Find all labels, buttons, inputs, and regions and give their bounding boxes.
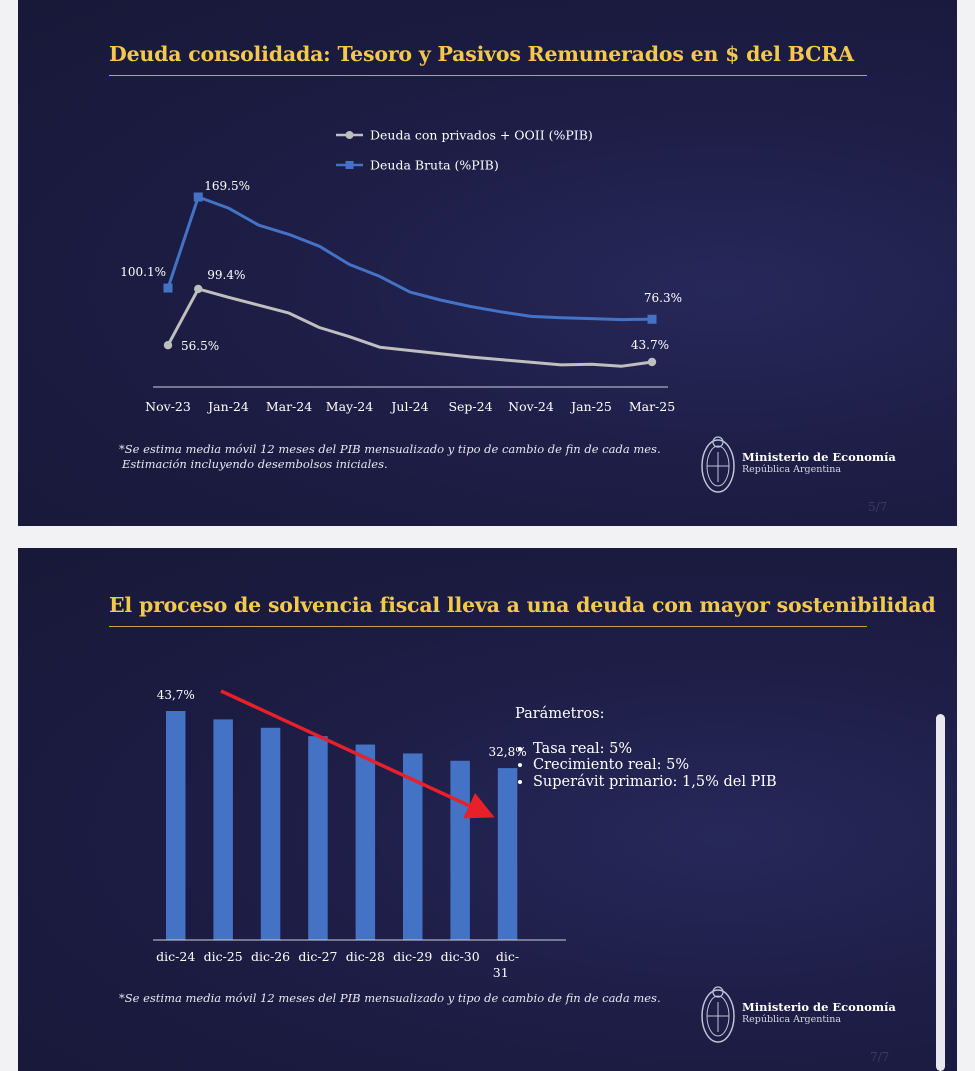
- x-tick-label: Sep-24: [448, 399, 492, 414]
- slide2-title-underline: [109, 626, 867, 627]
- data-point: [193, 192, 203, 202]
- legend-marker: [345, 161, 354, 169]
- argentina-seal-icon: [701, 436, 735, 493]
- x-tick-label: dic-25: [204, 949, 243, 964]
- slide1-footnote-2: Estimación incluyendo desembolsos inicia…: [122, 457, 388, 471]
- data-label: 56.5%: [181, 339, 219, 353]
- line-chart: Deuda con privados + OOII (%PIB) Deuda Br…: [120, 128, 682, 415]
- slide-fiscal-solvency: El proceso de solvencia fiscal lleva a u…: [18, 548, 957, 1071]
- bar: [355, 744, 376, 940]
- slide2-title: El proceso de solvencia fiscal lleva a u…: [109, 593, 936, 617]
- series-line: [166, 195, 653, 322]
- data-point: [647, 357, 657, 367]
- bar: [166, 711, 186, 940]
- x-tick-label: 31: [493, 965, 509, 980]
- slide1-title-underline: [109, 75, 867, 76]
- parameters-title: Parámetros:: [515, 706, 605, 722]
- x-tick-label: dic-29: [393, 949, 432, 964]
- bar: [213, 719, 233, 940]
- argentina-seal-icon: [701, 986, 735, 1043]
- legend-label: Deuda con privados + OOII (%PIB): [370, 128, 593, 143]
- data-label: 43.7%: [631, 338, 669, 352]
- data-label: 100.1%: [120, 265, 166, 279]
- x-tick-label: dic-26: [251, 949, 290, 964]
- parameter-item: Tasa real: 5%: [533, 741, 777, 758]
- bar: [260, 727, 281, 940]
- legend-marker: [345, 131, 354, 139]
- x-tick-label: Jan-25: [569, 399, 612, 414]
- x-tick-label: dic-24: [156, 949, 195, 964]
- data-label: 76.3%: [644, 291, 682, 305]
- x-tick-label: May-24: [326, 399, 373, 414]
- slide1-title: Deuda consolidada: Tesoro y Pasivos Remu…: [109, 42, 854, 66]
- slide2-page-number: 7/7: [870, 1050, 890, 1064]
- slide1-footnote-1: *Se estima media móvil 12 meses del PIB …: [119, 442, 661, 456]
- parameters-box: Parámetros: Tasa real: 5% Crecimiento re…: [515, 706, 777, 790]
- ministry-logo: Ministerio de Economía República Argenti…: [698, 982, 898, 1052]
- x-tick-label: Jan-24: [206, 399, 249, 414]
- ministry-logo: Ministerio de Economía República Argenti…: [698, 432, 898, 502]
- x-tick-label: Nov-24: [508, 399, 554, 414]
- bar: [450, 760, 470, 940]
- legend-label: Deuda Bruta (%PIB): [370, 158, 499, 173]
- parameter-item: Superávit primario: 1,5% del PIB: [533, 774, 777, 791]
- data-point: [163, 283, 173, 293]
- x-tick-label: Jul-24: [389, 399, 428, 414]
- data-point: [163, 341, 173, 350]
- bar: [308, 736, 328, 940]
- trend-arrow: [220, 689, 495, 819]
- data-point: [647, 314, 657, 324]
- ministry-name: Ministerio de Economía: [742, 1000, 896, 1014]
- page-scrollbar[interactable]: [936, 714, 945, 1071]
- bar-value-label: 32,8%: [488, 745, 526, 759]
- bar: [497, 768, 518, 940]
- x-tick-label: dic-28: [346, 949, 385, 964]
- bar-value-label: 43,7%: [157, 688, 195, 702]
- bar: [403, 753, 423, 940]
- slide2-footnote: *Se estima media móvil 12 meses del PIB …: [119, 991, 661, 1005]
- data-point: [194, 284, 203, 294]
- series-line: [166, 287, 653, 368]
- x-tick-label: Nov-23: [145, 399, 191, 414]
- data-label: 169.5%: [204, 179, 250, 193]
- x-tick-label: Mar-24: [266, 399, 312, 414]
- ministry-name: Ministerio de Economía: [742, 450, 896, 464]
- bar-chart: 43,7% 32,8% dic-24 dic-25 dic-26 dic-27 dic-2…: [153, 688, 566, 980]
- x-tick-label: dic-: [496, 949, 519, 964]
- x-tick-label: dic-27: [298, 949, 337, 964]
- x-tick-label: Mar-25: [629, 399, 675, 414]
- slide-debt-consolidated: Deuda consolidada: Tesoro y Pasivos Remu…: [18, 0, 957, 526]
- slide1-page-number: 5/7: [868, 500, 888, 514]
- ministry-subtitle: República Argentina: [742, 464, 841, 475]
- x-tick-label: dic-30: [441, 949, 480, 964]
- ministry-subtitle: República Argentina: [742, 1014, 841, 1025]
- parameter-item: Crecimiento real: 5%: [533, 757, 777, 774]
- parameters-list: Tasa real: 5% Crecimiento real: 5% Super…: [515, 741, 777, 791]
- data-label: 99.4%: [207, 268, 245, 282]
